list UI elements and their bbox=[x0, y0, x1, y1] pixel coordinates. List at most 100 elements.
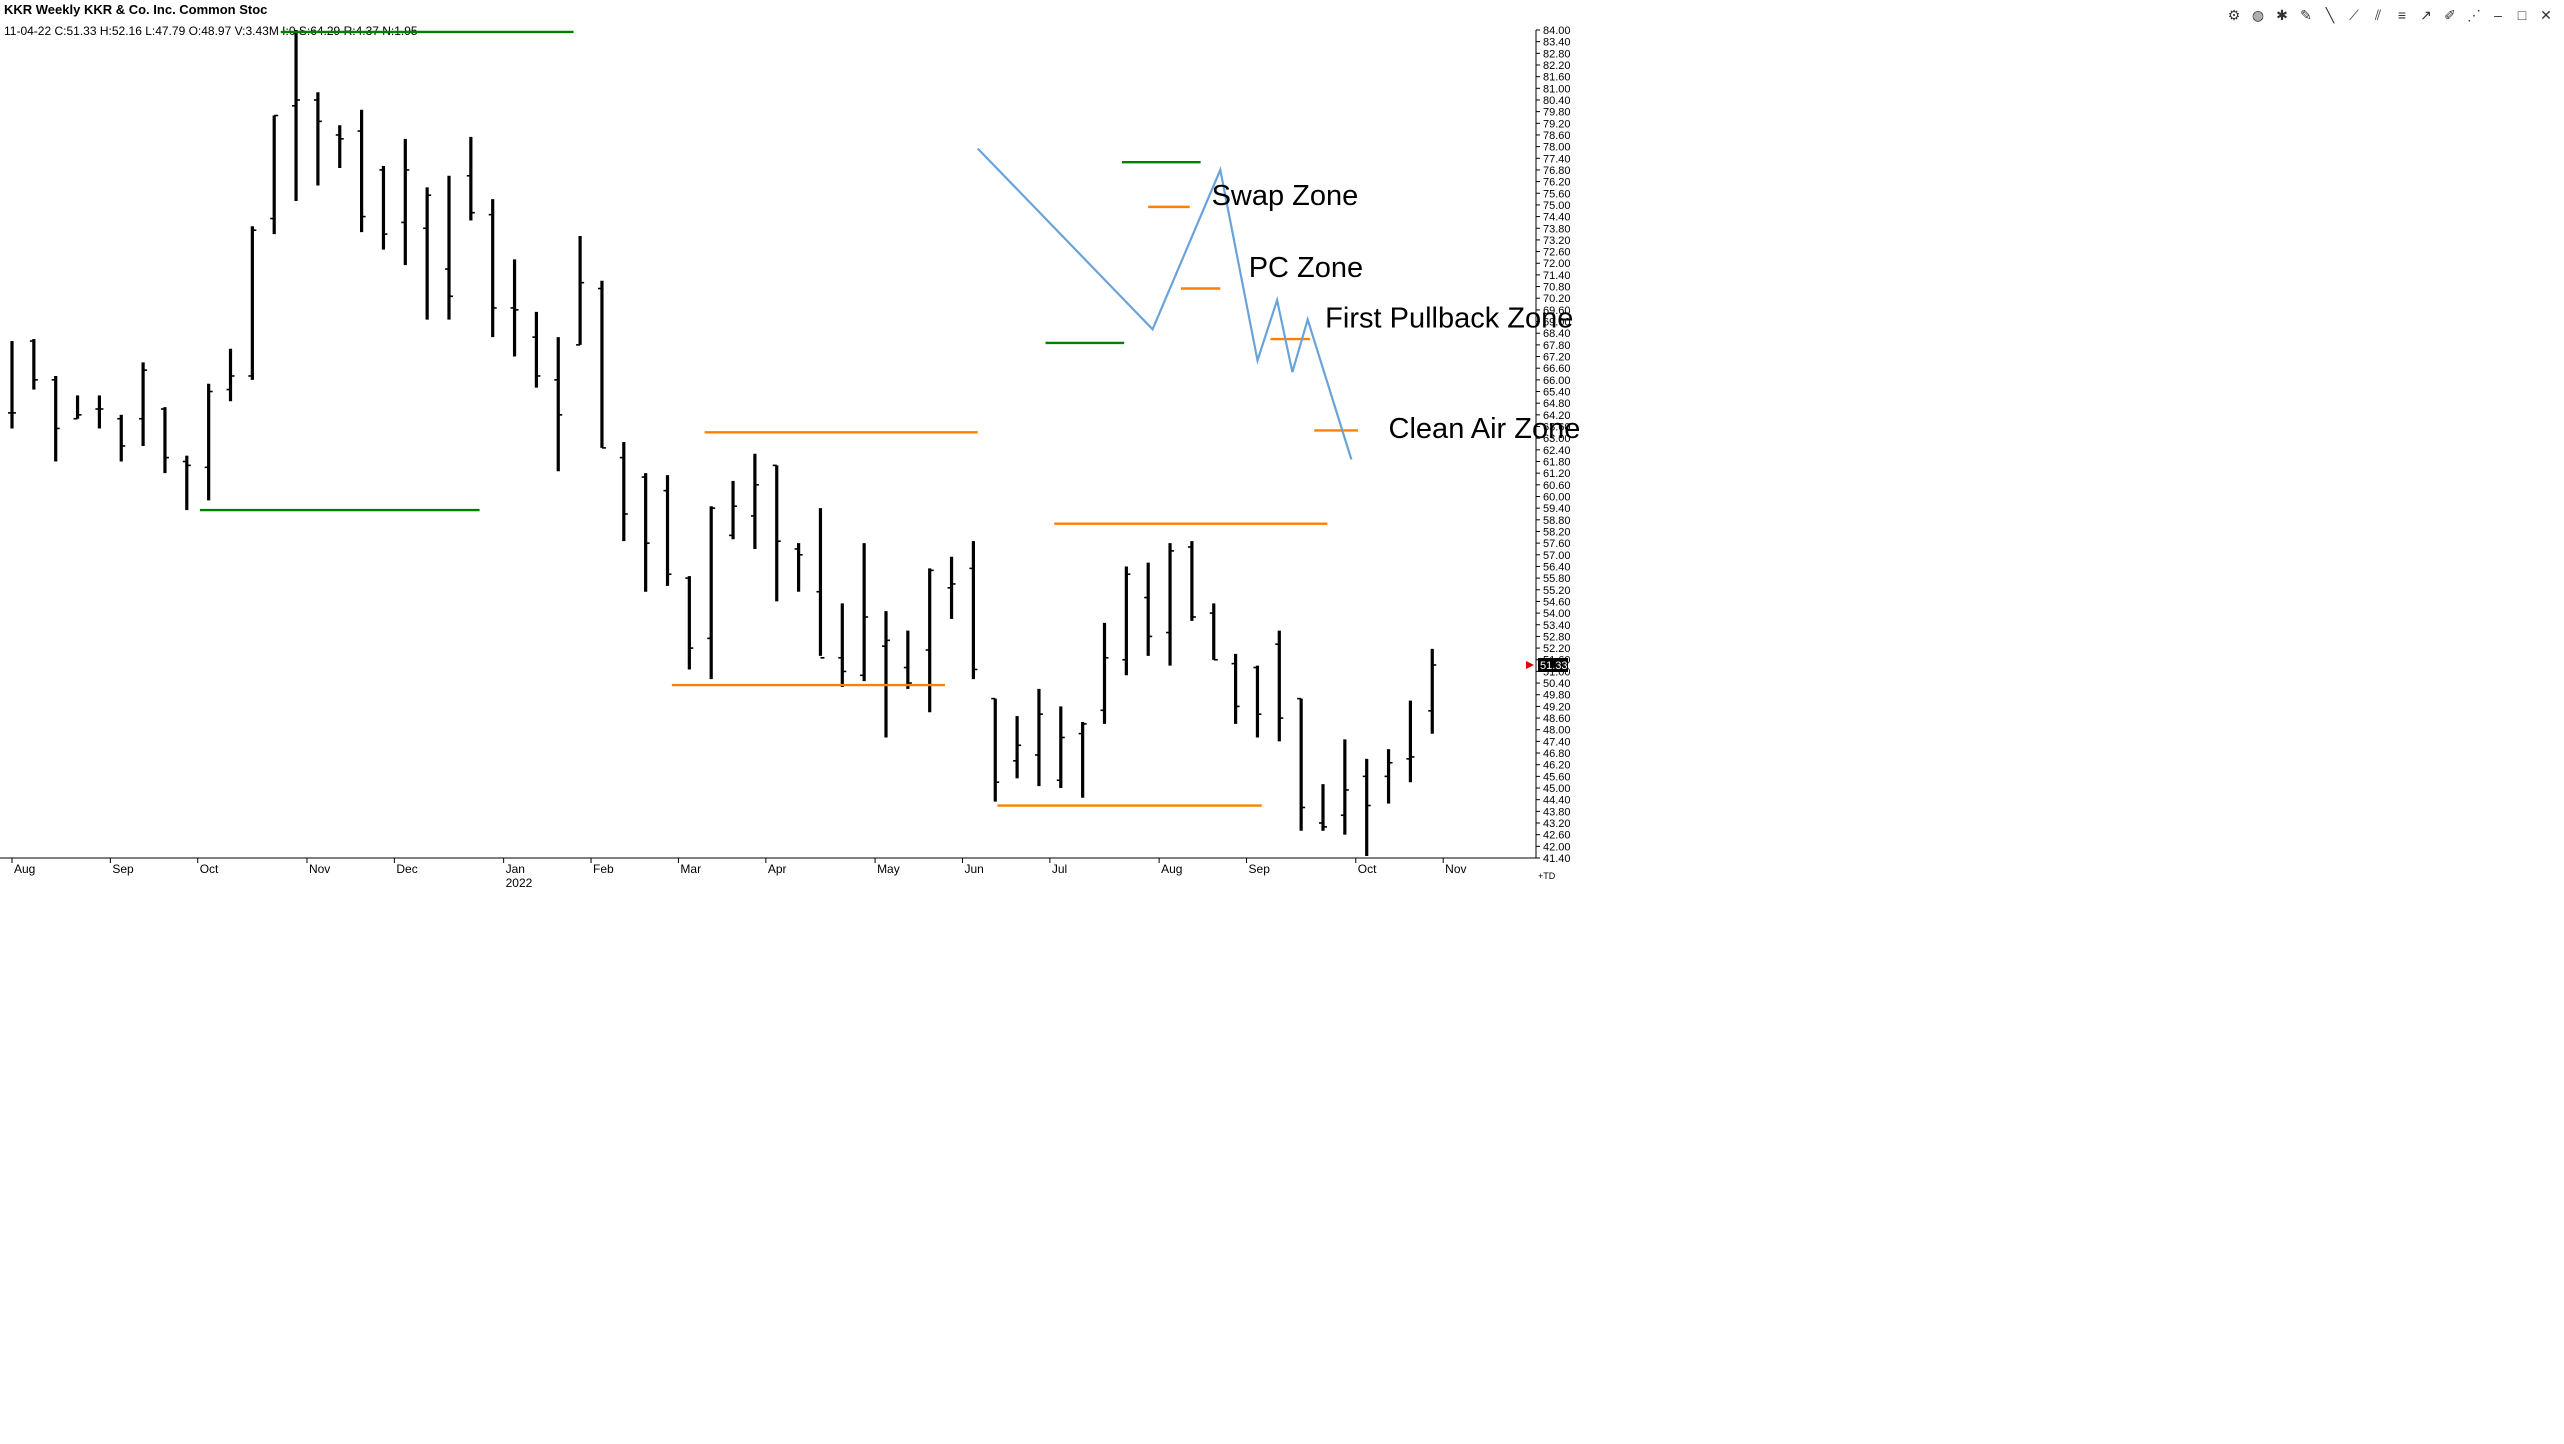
ohlc-bar bbox=[51, 375, 60, 462]
minimize-icon[interactable]: – bbox=[2494, 7, 2502, 23]
gear-icon[interactable]: ⚙ bbox=[2227, 7, 2241, 23]
y-tick-label: 61.80 bbox=[1543, 456, 1571, 468]
ohlc-bar bbox=[248, 226, 257, 380]
y-tick-label: 54.60 bbox=[1543, 596, 1571, 608]
y-tick-label: 46.80 bbox=[1543, 748, 1571, 760]
pencil-icon[interactable]: ✎ bbox=[2300, 7, 2312, 23]
ohlc-bar bbox=[270, 114, 279, 235]
ohlc-bar bbox=[532, 311, 541, 388]
x-tick-label: Oct bbox=[200, 862, 219, 876]
ohlc-bar bbox=[226, 348, 235, 402]
ohlc-bar bbox=[882, 611, 890, 738]
level-lines bbox=[199, 30, 1358, 807]
ohlc-bar bbox=[750, 453, 759, 549]
y-tick-label: 48.00 bbox=[1543, 725, 1571, 737]
y-tick-label: 80.40 bbox=[1543, 95, 1571, 107]
ohlc-bar bbox=[1319, 784, 1327, 831]
x-axis: Aug Sep Oct Nov Dec Jan Feb Mar Apr May Jun Jul Aug S… bbox=[11, 858, 1556, 890]
y-tick-label: 60.00 bbox=[1543, 491, 1571, 503]
ohlc-bar bbox=[576, 236, 585, 346]
y-tick-label: 49.80 bbox=[1543, 690, 1571, 702]
y-tick-label: 64.20 bbox=[1543, 410, 1571, 422]
ohlc-bar bbox=[335, 125, 344, 168]
schematic-zigzag-line[interactable] bbox=[977, 147, 1353, 460]
ohlc-bar bbox=[423, 187, 432, 320]
ohlc-bar bbox=[685, 576, 694, 670]
line-icon[interactable]: ╲ bbox=[2325, 7, 2335, 23]
y-tick-label: 82.80 bbox=[1543, 48, 1571, 60]
y-tick-label: 50.40 bbox=[1543, 678, 1571, 690]
channel-icon[interactable]: ⫽ bbox=[2374, 7, 2382, 23]
y-tick-label: 58.80 bbox=[1543, 515, 1571, 527]
slash-icon[interactable]: ⟋ bbox=[2349, 7, 2359, 23]
y-tick-label: 78.60 bbox=[1543, 130, 1571, 142]
ohlc-bar bbox=[903, 630, 912, 689]
y-axis: 84.0083.4082.8082.2081.6081.0080.4079.80… bbox=[1536, 25, 1571, 865]
y-tick-label: 82.20 bbox=[1543, 60, 1571, 72]
y-tick-label: 70.80 bbox=[1543, 282, 1571, 294]
ohlc-bar bbox=[1406, 700, 1415, 783]
ohlc-bar bbox=[292, 30, 301, 202]
ohlc-bar bbox=[401, 138, 410, 266]
zone-annotation: First Pullback Zone bbox=[1325, 302, 1573, 334]
y-tick-label: 65.40 bbox=[1543, 387, 1571, 399]
zone-annotation: Clean Air Zone bbox=[1389, 413, 1581, 445]
y-tick-label: 62.40 bbox=[1543, 445, 1571, 457]
ohlc-bar bbox=[772, 464, 781, 602]
y-tick-label: 54.00 bbox=[1543, 608, 1571, 620]
palette-icon[interactable]: ◍ bbox=[2251, 7, 2265, 23]
ohlc-stats: 11-04-22 C:51.33 H:52.16 L:47.79 O:48.97… bbox=[4, 24, 418, 38]
zigzag-icon[interactable]: ⋰ bbox=[2467, 7, 2481, 23]
y-tick-label: 63.60 bbox=[1543, 422, 1571, 434]
y-tick-label: 63.00 bbox=[1543, 433, 1571, 445]
y-tick-label: 45.60 bbox=[1543, 771, 1571, 783]
ohlc-bar bbox=[1166, 543, 1175, 666]
x-tick-label: May bbox=[877, 862, 900, 876]
ohlc-bar bbox=[510, 259, 519, 357]
close-icon[interactable]: ✕ bbox=[2540, 7, 2552, 23]
y-tick-label: 67.20 bbox=[1543, 352, 1571, 364]
y-tick-label: 43.80 bbox=[1543, 806, 1571, 818]
fib-icon[interactable]: ≡ bbox=[2397, 7, 2407, 23]
maximize-icon[interactable]: □ bbox=[2517, 7, 2527, 23]
y-tick-label: 64.80 bbox=[1543, 398, 1571, 410]
ohlc-bar bbox=[816, 508, 825, 659]
y-tick-label: 74.40 bbox=[1543, 212, 1571, 224]
ohlc-bar bbox=[357, 109, 366, 233]
ohlc-bar bbox=[1209, 603, 1218, 661]
y-tick-label: 52.80 bbox=[1543, 631, 1571, 643]
ohlc-bar bbox=[204, 383, 213, 501]
ohlc-bar bbox=[991, 697, 1000, 802]
brush-icon[interactable]: ✐ bbox=[2444, 7, 2456, 23]
y-tick-label: 44.40 bbox=[1543, 795, 1571, 807]
ohlc-bar bbox=[969, 541, 978, 680]
y-tick-label: 77.40 bbox=[1543, 153, 1571, 165]
zone-annotations: Swap Zone PC Zone First Pullback Zone Clean… bbox=[1212, 180, 1581, 445]
y-tick-label: 70.20 bbox=[1543, 293, 1571, 305]
last-price-box bbox=[1538, 657, 1568, 672]
ohlc-bar bbox=[139, 362, 148, 446]
y-tick-label: 55.80 bbox=[1543, 573, 1571, 585]
ray-icon[interactable]: ↗ bbox=[2420, 7, 2432, 23]
x-tick-label: Aug bbox=[14, 862, 35, 876]
x-tick-label: Sep bbox=[112, 862, 134, 876]
ohlc-bar bbox=[1187, 541, 1196, 621]
y-tick-label: 42.00 bbox=[1543, 841, 1571, 853]
y-tick-label: 41.40 bbox=[1543, 853, 1571, 865]
y-tick-label: 79.20 bbox=[1543, 118, 1571, 130]
y-tick-label: 49.20 bbox=[1543, 701, 1571, 713]
x-tick-label: Apr bbox=[768, 862, 787, 876]
x-tick-label: Sep bbox=[1249, 862, 1271, 876]
y-tick-label: 72.00 bbox=[1543, 258, 1571, 270]
ohlc-bar bbox=[1428, 648, 1437, 734]
y-tick-label: 59.40 bbox=[1543, 503, 1571, 515]
ohlc-bar bbox=[663, 475, 672, 586]
ohlc-bar bbox=[1100, 622, 1109, 724]
settings-icon[interactable]: ✱ bbox=[2276, 7, 2288, 23]
x-tick-label: Feb bbox=[593, 862, 614, 876]
y-tick-label: 45.00 bbox=[1543, 783, 1571, 795]
x-tick-label: Jul bbox=[1052, 862, 1067, 876]
ohlc-bar bbox=[860, 543, 869, 682]
